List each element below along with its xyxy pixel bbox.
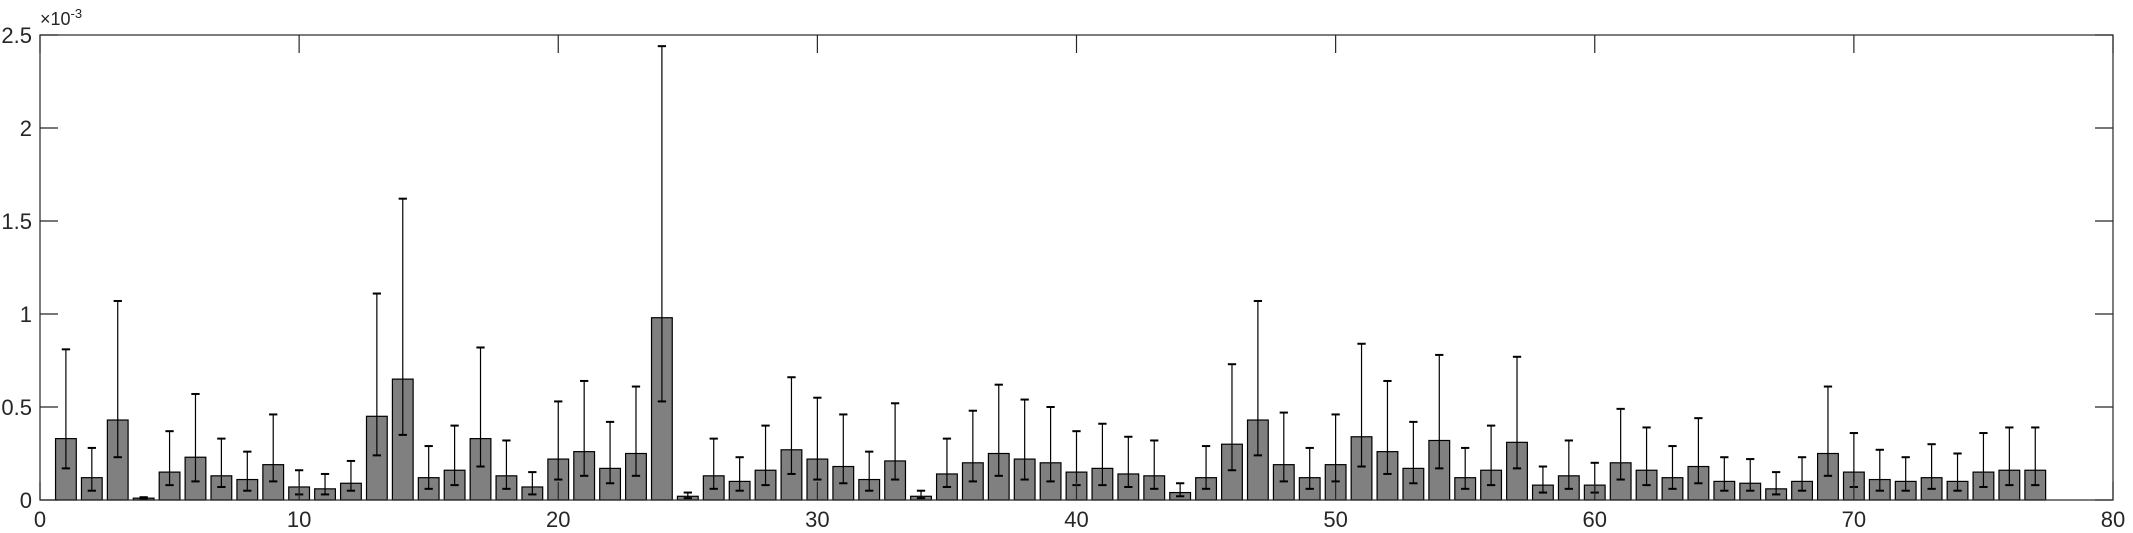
error-bar <box>761 424 770 487</box>
x-tick-label: 0 <box>34 507 46 532</box>
error-bar <box>865 450 874 492</box>
error-bar <box>476 346 485 468</box>
axes-layer <box>39 34 2114 501</box>
y-tick-label: 1.5 <box>1 209 32 234</box>
x-tick-label: 30 <box>805 507 829 532</box>
error-bar <box>657 45 667 403</box>
x-tick-label: 60 <box>1583 507 1607 532</box>
error-bar <box>1098 422 1107 487</box>
error-bar <box>450 424 459 487</box>
error-bar <box>1279 411 1288 483</box>
error-bar <box>554 400 563 481</box>
x-tick-label: 20 <box>546 507 570 532</box>
error-bar <box>1435 353 1444 470</box>
error-bar <box>1823 385 1833 477</box>
error-bar <box>735 456 744 492</box>
x-tick-label: 50 <box>1323 507 1347 532</box>
error-bar <box>1927 443 1936 490</box>
error-bar <box>1901 456 1910 492</box>
error-bar <box>1486 424 1496 487</box>
error-bar <box>2031 426 2040 487</box>
error-bar <box>2005 426 2014 487</box>
error-bar <box>1564 439 1573 490</box>
error-bar <box>994 383 1003 477</box>
error-bar <box>528 471 537 496</box>
error-bar <box>1150 439 1159 490</box>
y-axis-exponent-label: ×10-3 <box>40 6 82 29</box>
error-bar <box>1409 420 1418 485</box>
error-bar <box>61 348 71 470</box>
error-bar <box>1124 435 1133 488</box>
error-bar <box>346 459 356 492</box>
y-tick-label: 1 <box>20 302 32 327</box>
error-bar <box>1797 456 1807 492</box>
error-bar <box>631 385 641 477</box>
error-bar <box>372 292 382 457</box>
error-bar <box>813 396 822 481</box>
error-bar <box>580 379 589 477</box>
error-bar <box>1616 407 1625 481</box>
x-tick-label: 10 <box>287 507 311 532</box>
error-bars-layer <box>61 45 2040 501</box>
error-bar <box>217 437 226 488</box>
error-bar <box>113 299 122 459</box>
error-bar <box>1512 355 1522 470</box>
error-bar <box>1046 406 1055 483</box>
error-bar <box>139 496 148 501</box>
labels-layer: ×10-3 0 10 20 30 40 50 60 70 80 0 0.5 1 1.5 2 2.5 <box>1 6 2125 532</box>
error-bar <box>683 491 692 500</box>
y-tick-label: 0.5 <box>1 395 32 420</box>
x-tick-label: 70 <box>1842 507 1866 532</box>
error-bar <box>1253 299 1263 457</box>
error-bar <box>502 439 511 490</box>
error-bar <box>968 409 977 483</box>
error-bar <box>165 430 174 487</box>
error-bar <box>1746 458 1755 492</box>
error-bar <box>191 392 200 483</box>
y-tick-label: 2 <box>20 116 32 141</box>
error-bar <box>1694 417 1703 485</box>
error-bar <box>1771 471 1781 496</box>
y-tick-label: 0 <box>20 488 32 513</box>
error-bar <box>424 445 433 490</box>
error-bar <box>1875 448 1884 492</box>
error-bar <box>839 413 848 485</box>
y-tick-label: 2.5 <box>1 23 32 48</box>
error-bar <box>269 413 278 483</box>
error-bar <box>1020 398 1029 481</box>
error-bar <box>1331 413 1340 483</box>
error-bar <box>320 472 330 496</box>
x-tick-label: 40 <box>1064 507 1088 532</box>
error-bar <box>1461 446 1470 490</box>
error-bar <box>1201 445 1211 490</box>
error-bar <box>916 489 926 500</box>
error-bar <box>890 402 900 481</box>
error-bar <box>1642 426 1651 487</box>
error-bar <box>1953 452 1962 492</box>
error-bar <box>709 437 718 490</box>
error-bar <box>605 420 615 485</box>
error-bar <box>243 450 252 492</box>
error-bar <box>87 446 96 492</box>
error-bar <box>1383 379 1392 475</box>
error-bar <box>942 437 952 488</box>
x-tick-label: 80 <box>2101 507 2125 532</box>
error-bar <box>1720 456 1729 492</box>
error-bar <box>787 376 796 475</box>
error-bar <box>1668 445 1677 490</box>
error-bar <box>1538 465 1548 494</box>
error-bar <box>1357 342 1366 468</box>
error-bar <box>398 197 407 436</box>
error-bar <box>1176 482 1185 498</box>
error-bar <box>1305 446 1314 490</box>
error-bar <box>1979 432 1988 488</box>
error-bar <box>1227 363 1237 472</box>
